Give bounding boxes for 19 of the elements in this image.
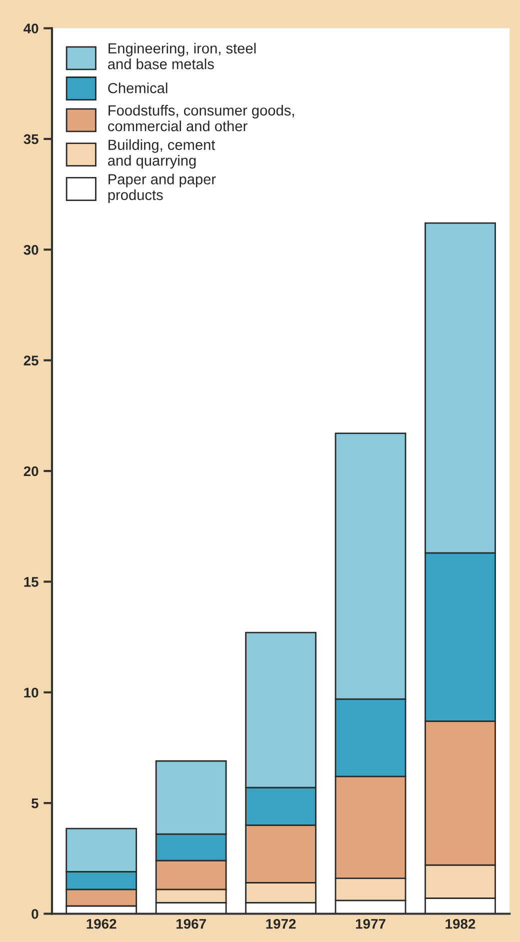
y-tick-label: 35: [24, 134, 38, 144]
y-tick-label: 30: [24, 244, 38, 255]
y-tick-label: 10: [24, 688, 38, 698]
y-tick-label: 15: [24, 577, 38, 587]
y-tick-label: 40: [24, 24, 38, 34]
legend-label: Engineering, iron, steel and base metals: [108, 42, 256, 70]
x-tick-label: 1977: [356, 918, 386, 929]
legend-label: Building, cement and quarrying: [108, 139, 216, 169]
x-tick-label: 1972: [266, 918, 296, 929]
legend-label: Paper and paper products: [108, 174, 216, 203]
y-tick-label: 20: [24, 466, 38, 476]
y-tick-label: 5: [32, 798, 38, 808]
legend-label: Chemical: [108, 82, 168, 94]
x-tick-label: 1967: [176, 918, 206, 929]
y-tick-label: 0: [32, 909, 38, 919]
x-tick-label: 1982: [446, 918, 476, 929]
x-tick-label: 1962: [86, 918, 116, 929]
legend-label: Foodstuffs, consumer goods, commercial and other: [108, 104, 294, 132]
y-tick-label: 25: [24, 356, 38, 366]
